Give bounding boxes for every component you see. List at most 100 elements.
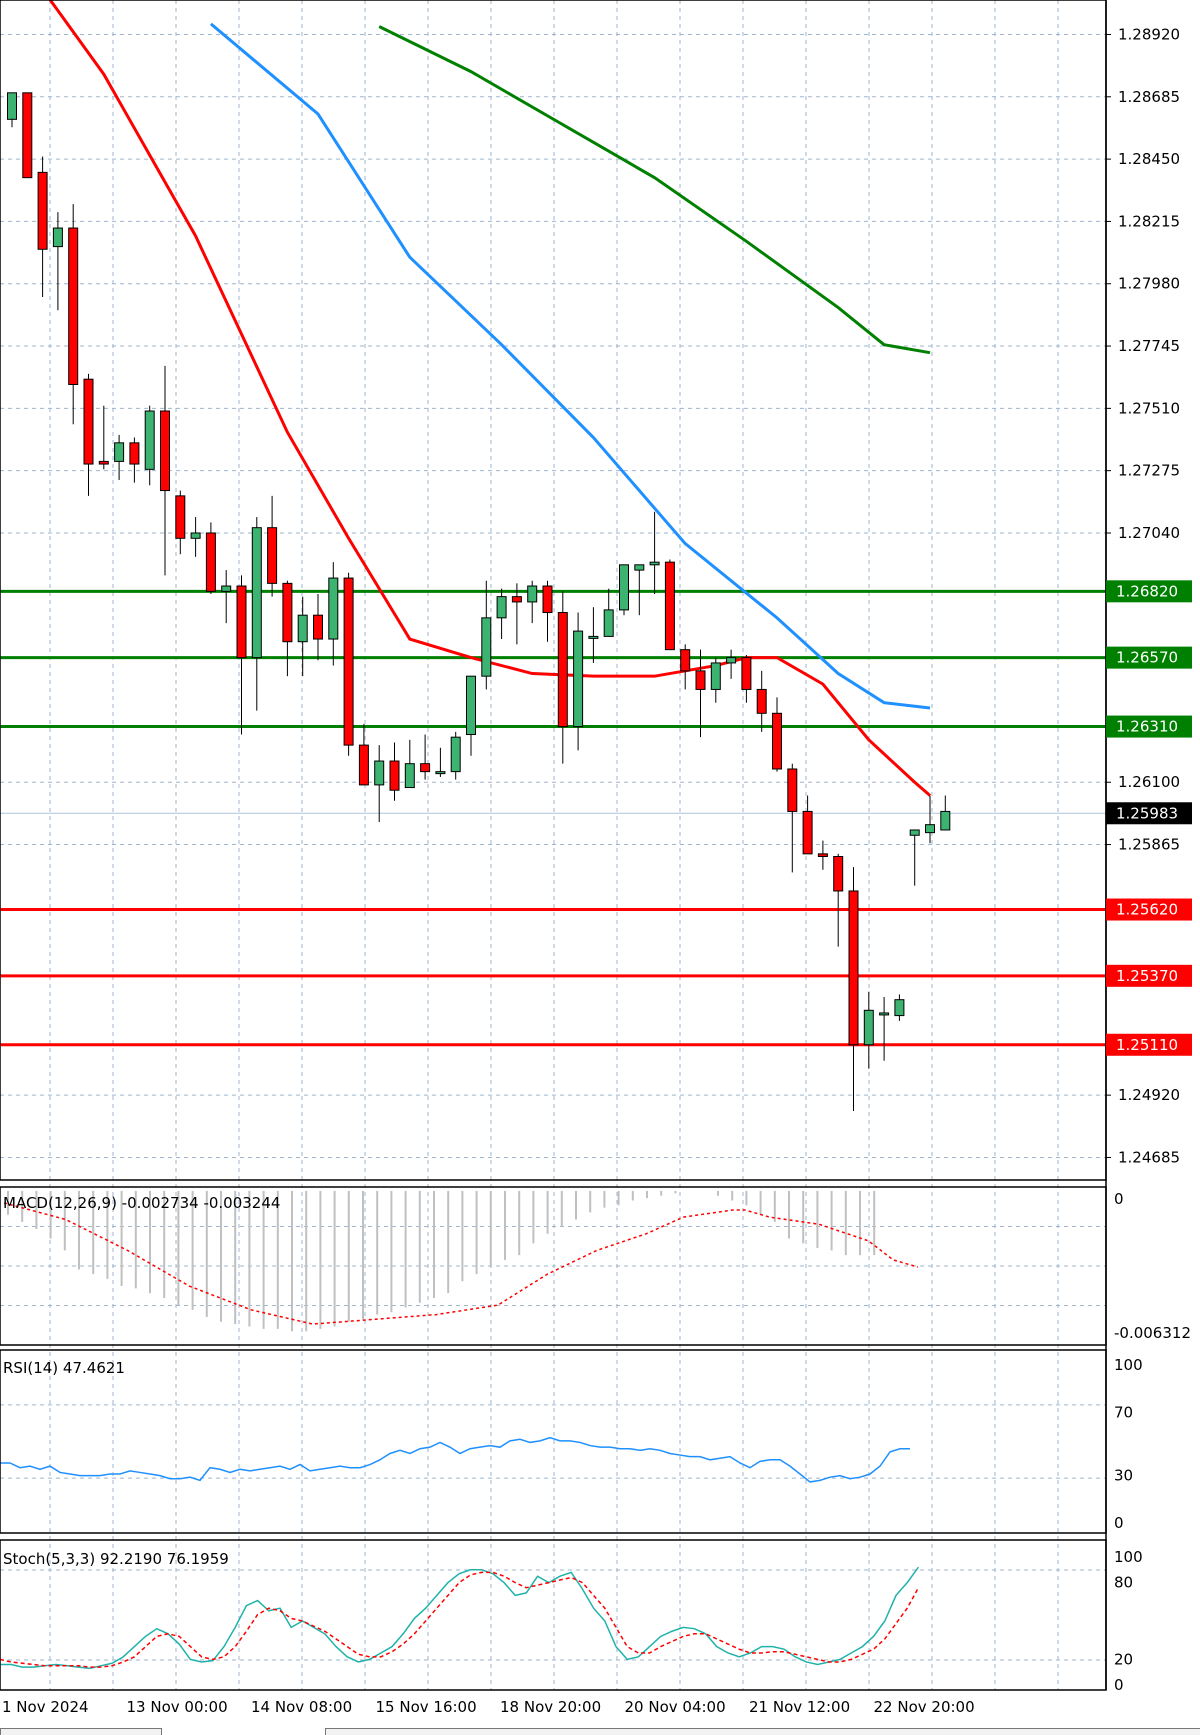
candle-body: [7, 92, 17, 120]
price-tick-label: 1.27275: [1118, 462, 1180, 480]
candle-body: [98, 460, 109, 465]
time-tick-label: 20 Nov 04:00: [625, 1698, 726, 1716]
price-tick-label: 1.26100: [1118, 773, 1180, 791]
candle-body: [557, 612, 568, 728]
candle-body: [114, 442, 125, 462]
candle-body: [190, 532, 201, 539]
candle-body: [251, 527, 262, 659]
candle-body: [863, 1009, 874, 1046]
candle-body: [710, 662, 721, 690]
support-tag: [1106, 964, 1192, 987]
stoch-label: Stoch(5,3,3) 92.2190 76.1959: [3, 1550, 229, 1568]
candle-body: [680, 649, 691, 672]
candle-body: [297, 614, 308, 643]
support-tag: [1106, 1033, 1192, 1056]
candlesticks: [7, 92, 951, 1112]
candle-body: [649, 561, 660, 566]
resistance-tag: [1106, 646, 1192, 669]
candle-body: [588, 635, 599, 639]
sheet-tab-1[interactable]: [0, 1728, 162, 1735]
candle-body: [772, 712, 782, 770]
rsi-line: [0, 1436, 910, 1483]
price-tick-label: 1.25865: [1118, 836, 1180, 854]
candle-body: [496, 596, 507, 619]
indicator-tick-label: 20: [1114, 1650, 1133, 1668]
candle-body: [221, 585, 232, 592]
candle-body: [527, 585, 538, 603]
macd-label: MACD(12,26,9) -0.002734 -0.003244: [3, 1194, 280, 1212]
candle-body: [787, 768, 798, 812]
indicator-tick-label: -0.006312: [1114, 1324, 1191, 1342]
time-tick-label: 13 Nov 00:00: [127, 1698, 228, 1716]
resistance-tag-text: 1.26570: [1116, 649, 1178, 667]
time-axis: 1 Nov 2024 13 Nov 00:00 14 Nov 08:00 15 Nov…: [2, 1698, 975, 1716]
indicator-tick-label: 80: [1114, 1574, 1133, 1592]
moving-averages: [48, 0, 931, 797]
support-tag-text: 1.25620: [1116, 901, 1178, 919]
candle-body: [37, 171, 48, 250]
indicator-tick-label: 70: [1114, 1403, 1133, 1421]
candle-body: [313, 614, 323, 640]
indicator-tick-label: 100: [1114, 1548, 1143, 1566]
candle-body: [267, 527, 278, 584]
indicator-tick-label: 0: [1114, 1190, 1124, 1208]
stoch-main-line: [0, 1566, 920, 1670]
resistance-tag-text: 1.26310: [1116, 718, 1178, 736]
candle-body: [466, 675, 476, 736]
candle-body: [894, 999, 905, 1017]
candle-body: [481, 617, 492, 677]
price-tags: 1.26820 1.26570 1.26310 1.25620 1.25370 1.251…: [1106, 580, 1192, 1056]
candle-body: [695, 670, 706, 690]
indicator-panes: [0, 1191, 920, 1670]
candle-body: [879, 1012, 890, 1016]
price-tick-label: 1.28685: [1118, 88, 1180, 106]
moving-average-line: [209, 22, 931, 710]
candle-body: [909, 829, 920, 836]
price-axis: 1.28920 1.28685 1.28450 1.28215 1.27980 1.277…: [1106, 25, 1191, 1694]
grid-lines: [0, 0, 1106, 1690]
sheet-tab-2[interactable]: [325, 1728, 1200, 1735]
stoch-signal-line: [0, 1571, 920, 1668]
time-tick-label: 21 Nov 12:00: [749, 1698, 850, 1716]
candle-body: [374, 760, 385, 786]
candle-body: [940, 810, 951, 831]
pane-frame: [0, 1186, 1107, 1346]
price-tick-label: 1.27510: [1118, 399, 1180, 417]
candle-body: [802, 810, 813, 855]
moving-average-line: [378, 25, 931, 355]
indicator-tick-label: 30: [1114, 1467, 1133, 1485]
candle-body: [619, 564, 629, 611]
candle-body: [511, 596, 522, 603]
candle-body: [634, 564, 645, 571]
candle-body: [573, 630, 584, 728]
resistance-tag-text: 1.26820: [1116, 582, 1178, 600]
candle-body: [282, 582, 293, 643]
candle-body: [358, 744, 369, 786]
candle-body: [420, 763, 431, 773]
candle-body: [741, 657, 752, 690]
time-tick-label: 1 Nov 2024: [2, 1698, 89, 1716]
price-pane[interactable]: [0, 0, 1106, 1112]
time-tick-label: 18 Nov 20:00: [500, 1698, 601, 1716]
candle-body: [144, 410, 155, 470]
candle-body: [83, 378, 94, 465]
candle-body: [343, 577, 354, 746]
price-tick-label: 1.27745: [1118, 337, 1180, 355]
candle-body: [848, 890, 859, 1046]
pane-frame: [0, 1539, 1107, 1691]
resistance-tag: [1106, 580, 1192, 603]
candle-body: [925, 824, 935, 834]
candle-body: [129, 442, 140, 465]
candle-body: [603, 609, 614, 637]
current-price-tag-text: 1.25983: [1116, 804, 1178, 822]
candle-body: [328, 577, 339, 640]
indicator-tick-label: 0: [1114, 1514, 1124, 1532]
candle-body: [68, 227, 79, 385]
price-tick-label: 1.28215: [1118, 212, 1180, 230]
price-tick-label: 1.27040: [1118, 524, 1180, 542]
current-price-tag: [1106, 802, 1192, 825]
indicator-tick-label: 100: [1114, 1356, 1143, 1374]
candle-body: [435, 771, 446, 775]
indicator-tick-label: 0: [1114, 1676, 1124, 1694]
